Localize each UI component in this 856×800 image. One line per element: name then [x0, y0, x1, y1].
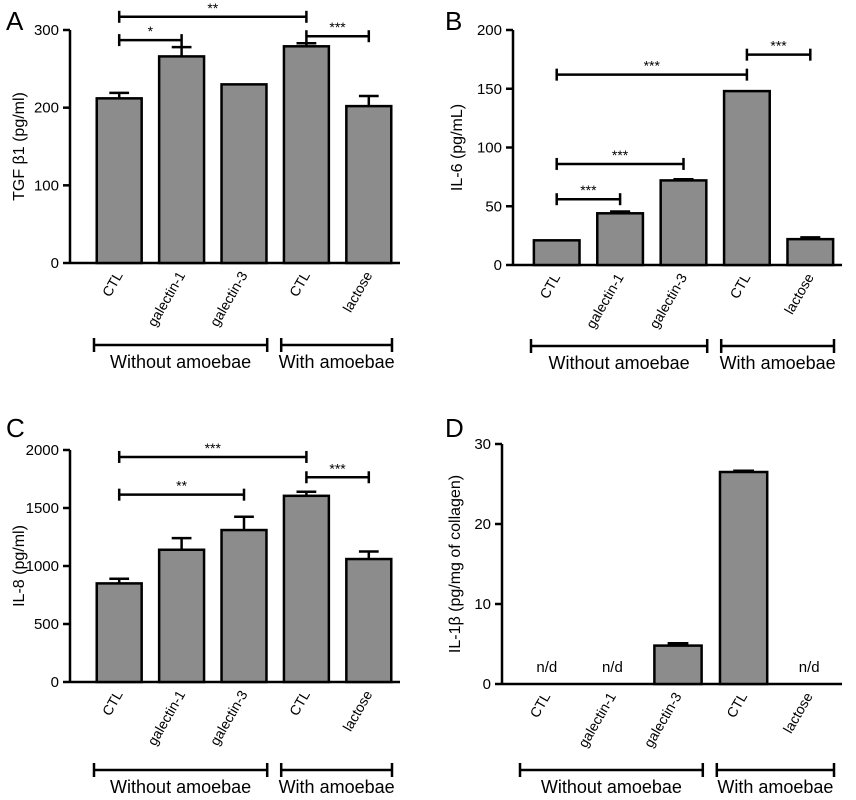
bar	[95, 97, 143, 265]
bar	[345, 557, 393, 684]
panel-c-ylabel: IL-8 (pg/ml)	[11, 525, 28, 607]
x-tick-label: lactose	[780, 689, 816, 736]
x-tick-label: CTL	[99, 687, 126, 718]
x-tick-label: galectin-1	[582, 270, 626, 331]
panel-d-ylabel: IL-1β (pg/mg of collagen)	[447, 475, 464, 653]
x-tick-label: CTL	[536, 270, 563, 301]
nd-label: n/d	[602, 659, 623, 676]
y-tick-label: 30	[474, 436, 491, 453]
y-tick-label: 0	[483, 676, 491, 693]
panel-d-letter: D	[445, 413, 464, 443]
group-label: Without amoebae	[549, 353, 690, 373]
x-tick-label: galectin-3	[646, 270, 690, 331]
y-tick-label: 2000	[26, 442, 59, 459]
y-tick-label: 1000	[26, 558, 59, 575]
bar	[786, 237, 835, 267]
x-tick-label: galectin-1	[575, 689, 619, 750]
significance-label: ***	[770, 38, 787, 54]
panel-c: C IL-8 (pg/ml) 0 500 1000 1500 2000 CTL galect…	[6, 413, 400, 797]
significance-label: ***	[612, 147, 629, 163]
panel-b-letter: B	[445, 6, 462, 36]
x-tick-label: lactose	[339, 268, 375, 315]
x-tick-label: galectin-1	[144, 268, 188, 329]
y-tick-label: 200	[34, 100, 59, 117]
panel-a-ylabel: TGF β1 (pg/ml)	[11, 92, 28, 201]
y-tick-label: 10	[474, 596, 491, 613]
bar	[345, 104, 393, 265]
nd-label: n/d	[536, 659, 557, 676]
x-tick-label: galectin-3	[206, 687, 250, 748]
significance-label: *	[148, 23, 154, 39]
y-tick-label: 500	[34, 616, 59, 633]
significance-label: **	[207, 0, 218, 16]
bar	[95, 582, 143, 684]
group-label: With amoebae	[720, 353, 836, 373]
bar	[282, 494, 331, 684]
bar	[718, 470, 769, 686]
panel-b-ylabel: IL-6 (pg/mL)	[449, 104, 466, 191]
bar	[659, 179, 708, 267]
panel-a-letter: A	[6, 6, 24, 36]
x-tick-label: CTL	[99, 268, 126, 299]
x-tick-label: CTL	[286, 268, 313, 299]
significance-label: **	[176, 478, 187, 494]
significance-label: ***	[329, 460, 346, 476]
y-tick-label: 150	[477, 81, 502, 98]
bar	[722, 89, 771, 267]
x-tick-label: galectin-3	[206, 268, 250, 329]
significance-label: ***	[329, 19, 346, 35]
panel-d: D IL-1β (pg/mg of collagen) 0 10 20 30 n/d CT…	[445, 413, 842, 797]
y-tick-label: 200	[477, 22, 502, 39]
y-tick-label: 100	[477, 140, 502, 157]
bar	[653, 644, 703, 686]
nd-label: n/d	[799, 659, 820, 676]
x-tick-label: CTL	[526, 689, 553, 720]
bar	[220, 528, 268, 684]
x-tick-label: lactose	[781, 270, 817, 317]
group-label: Without amoebae	[110, 352, 251, 372]
x-tick-label: lactose	[339, 687, 375, 734]
y-tick-label: 300	[34, 22, 59, 39]
significance-label: ***	[205, 440, 222, 456]
y-tick-label: 20	[474, 516, 491, 533]
panel-b: B IL-6 (pg/mL) 0 50 100 150 200 CTL galectin-1…	[445, 6, 842, 373]
bar	[532, 239, 581, 267]
x-tick-label: CTL	[286, 687, 313, 718]
panel-a: A TGF β1 (pg/ml) 0 100 200 300 CTL galectin-1…	[6, 0, 400, 372]
y-tick-label: 100	[34, 177, 59, 194]
y-tick-label: 0	[494, 257, 502, 274]
y-tick-label: 50	[485, 198, 502, 215]
significance-label: ***	[644, 58, 661, 74]
bar	[282, 45, 331, 265]
bar	[157, 55, 206, 265]
x-tick-label: galectin-1	[144, 687, 188, 748]
x-tick-label: galectin-3	[640, 689, 684, 750]
group-label: Without amoebae	[541, 777, 682, 797]
y-tick-label: 0	[51, 255, 59, 272]
y-tick-label: 1500	[26, 500, 59, 517]
significance-label: ***	[580, 182, 597, 198]
group-label: With amoebae	[279, 352, 395, 372]
group-label: Without amoebae	[110, 777, 251, 797]
y-tick-label: 0	[51, 674, 59, 691]
bar	[157, 548, 206, 684]
bar	[596, 212, 645, 267]
bar	[220, 83, 268, 265]
group-label: With amoebae	[279, 777, 395, 797]
x-tick-label: CTL	[723, 689, 750, 720]
x-tick-label: CTL	[726, 270, 753, 301]
panel-c-letter: C	[6, 413, 25, 443]
group-label: With amoebae	[717, 777, 833, 797]
